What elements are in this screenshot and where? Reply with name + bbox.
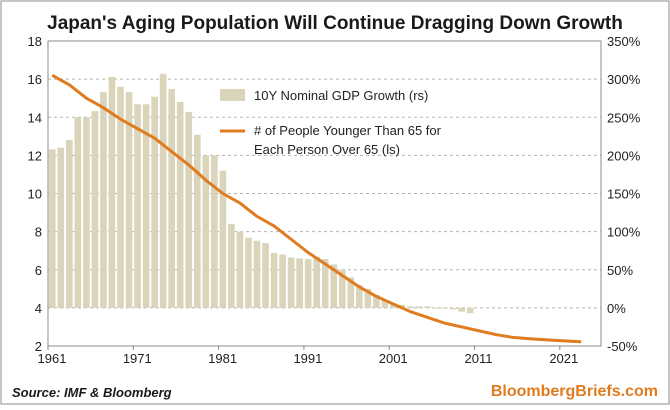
- x-tick-label: 2011: [465, 351, 493, 366]
- gdp-bar: [168, 89, 176, 308]
- gdp-bar: [270, 252, 278, 308]
- gdp-bar: [381, 300, 389, 308]
- gdp-bar: [48, 149, 56, 308]
- gdp-bar: [245, 237, 252, 308]
- right-tick-label: -50%: [607, 339, 638, 354]
- right-tick-label: 50%: [607, 263, 633, 278]
- gdp-bar: [185, 111, 193, 308]
- gdp-bar: [74, 117, 82, 308]
- right-tick-label: 150%: [607, 187, 641, 202]
- gdp-bar: [262, 243, 269, 308]
- gdp-bar: [407, 306, 414, 308]
- gdp-bar: [117, 86, 124, 308]
- gdp-bar: [100, 92, 107, 308]
- gdp-bar: [151, 96, 158, 308]
- gdp-bar: [424, 306, 431, 308]
- left-tick-label: 14: [28, 110, 42, 125]
- legend-line-label: # of People Younger Than 65 for Each Per…: [254, 123, 445, 157]
- left-tick-label: 6: [35, 263, 42, 278]
- right-tick-label: 250%: [607, 110, 641, 125]
- left-tick-label: 16: [28, 72, 42, 87]
- x-tick-label: 1991: [293, 351, 322, 366]
- gdp-bar: [321, 259, 329, 308]
- x-tick-label: 2021: [549, 351, 578, 366]
- gdp-bar: [304, 259, 312, 308]
- gdp-bar: [458, 307, 466, 312]
- x-tick-label: 1971: [123, 351, 152, 366]
- gdp-bar: [159, 73, 167, 308]
- line-series: [51, 74, 582, 344]
- gdp-bar: [57, 147, 65, 308]
- gdp-bar: [134, 104, 141, 308]
- x-tick-label: 1981: [208, 351, 237, 366]
- gdp-bar: [373, 294, 380, 308]
- right-tick-label: 350%: [607, 34, 641, 49]
- gdp-bar: [347, 277, 355, 308]
- gdp-bar: [279, 254, 286, 308]
- right-tick-label: 0%: [607, 301, 626, 316]
- left-tick-label: 4: [35, 301, 42, 316]
- gdp-bar: [296, 258, 303, 308]
- gdp-bar: [91, 111, 99, 308]
- gdp-bar: [219, 170, 227, 308]
- gdp-bar: [202, 155, 210, 308]
- gdp-bar: [211, 155, 218, 308]
- chart-title: Japan's Aging Population Will Continue D…: [47, 13, 623, 34]
- left-tick-label: 18: [28, 34, 42, 49]
- x-tick-label: 2001: [379, 351, 408, 366]
- gdp-bar: [236, 231, 244, 308]
- gdp-bar: [432, 307, 440, 309]
- gdp-bar: [108, 76, 116, 308]
- gdp-bar: [313, 256, 321, 308]
- gdp-bar: [65, 140, 73, 308]
- legend-line-label-line-2: Each Person Over 65 (ls): [254, 142, 400, 157]
- gdp-bar: [83, 117, 90, 308]
- legend: 10Y Nominal GDP Growth (rs) # of People …: [220, 88, 445, 157]
- right-tick-label: 300%: [607, 72, 641, 87]
- gdp-bar: [449, 307, 457, 310]
- left-axis: 2 4 6 8 10 12 14 16 18: [28, 34, 42, 354]
- legend-bar-swatch: [220, 89, 245, 101]
- x-axis: 1961 1971 1981 1991 2001 2011 2021: [38, 346, 578, 366]
- left-tick-label: 12: [28, 148, 42, 163]
- gdp-bar: [193, 134, 201, 308]
- gdp-bar: [228, 224, 235, 308]
- gdp-bar: [253, 240, 261, 308]
- population-ratio-line: [51, 74, 582, 344]
- gdp-bar: [330, 264, 338, 308]
- right-tick-label: 200%: [607, 148, 641, 163]
- plot-area-border: [47, 40, 602, 347]
- gdp-bar: [441, 307, 448, 309]
- x-tick-label: 1961: [38, 351, 67, 366]
- gdp-bar: [415, 306, 423, 308]
- gdp-bar: [364, 288, 372, 308]
- left-tick-label: 8: [35, 225, 42, 240]
- right-tick-label: 100%: [607, 225, 641, 240]
- gdp-bar: [287, 257, 295, 308]
- right-axis: -50% 0% 50% 100% 150% 200% 250% 300% 350%: [607, 34, 641, 354]
- gdp-bar: [125, 92, 133, 308]
- left-tick-label: 10: [28, 187, 42, 202]
- gdp-bar: [356, 285, 363, 308]
- brand-watermark: BloombergBriefs.com: [491, 383, 658, 400]
- gdp-bar: [176, 102, 184, 308]
- legend-line-label-line-1: # of People Younger Than 65 for: [254, 123, 442, 138]
- gdp-bar: [142, 104, 150, 308]
- legend-bar-label: 10Y Nominal GDP Growth (rs): [254, 88, 428, 103]
- source-note: Source: IMF & Bloomberg: [12, 385, 172, 400]
- gdp-bar: [466, 307, 474, 314]
- left-tick-label: 2: [35, 339, 42, 354]
- gdp-bar: [338, 269, 346, 308]
